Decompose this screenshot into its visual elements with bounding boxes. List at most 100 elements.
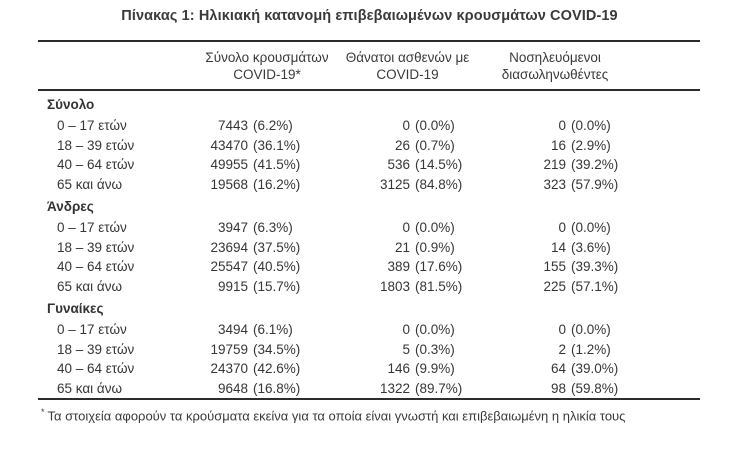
covid-age-table: Σύνολο κρουσμάτων COVID-19* Θάνατοι ασθε… xyxy=(38,40,700,423)
intubated-percent: (39.0%) xyxy=(571,361,619,377)
intubated-percent: (39.2%) xyxy=(571,157,619,173)
age-label: 40 – 64 ετών xyxy=(57,259,135,275)
intubated-cell: 16 (2.9%) xyxy=(490,138,650,153)
table-row: 65 και άνω 9648 (16.8%) 1322 (89.7%) 98 (59… xyxy=(38,379,700,399)
footnote-text: Τα στοιχεία αφορούν τα κρούσματα εκείνα … xyxy=(47,407,626,423)
cases-value: 24370 xyxy=(210,361,248,377)
intubated-percent: (0.0%) xyxy=(571,220,611,236)
intubated-percent: (57.1%) xyxy=(571,278,619,294)
cases-cell: 24370 (42.6%) xyxy=(175,361,325,376)
table-row: 65 και άνω 9915 (15.7%) 1803 (81.5%) 225 (5… xyxy=(38,277,700,297)
table-header-rule xyxy=(38,89,700,91)
cases-percent: (40.5%) xyxy=(253,259,301,275)
cases-percent: (37.5%) xyxy=(253,239,301,255)
cases-cell: 43470 (36.1%) xyxy=(175,138,325,153)
deaths-percent: (17.6%) xyxy=(415,259,463,275)
deaths-percent: (84.8%) xyxy=(415,176,463,192)
table-row: 0 – 17 ετών 3494 (6.1%) 0 (0.0%) 0 (0.0%) xyxy=(38,320,700,340)
deaths-percent: (0.3%) xyxy=(415,341,455,357)
cases-percent: (6.2%) xyxy=(253,118,293,134)
deaths-percent: (81.5%) xyxy=(415,278,463,294)
deaths-value: 0 xyxy=(402,118,410,134)
cases-cell: 7443 (6.2%) xyxy=(175,118,325,133)
deaths-cell: 536 (14.5%) xyxy=(325,157,490,172)
cases-cell: 9915 (15.7%) xyxy=(175,279,325,294)
table-row: 0 – 17 ετών 3947 (6.3%) 0 (0.0%) 0 (0.0%) xyxy=(38,218,700,238)
intubated-cell: 2 (1.2%) xyxy=(490,342,650,357)
footnote: * Τα στοιχεία αφορούν τα κρούσματα εκείνα… xyxy=(38,407,700,423)
deaths-percent: (0.7%) xyxy=(415,137,455,153)
header-intubated-line2: διασωληνωθέντες xyxy=(501,67,609,82)
header-intubated-line1: Νοσηλευόμενοι xyxy=(509,50,601,65)
deaths-cell: 1803 (81.5%) xyxy=(325,279,490,294)
header-total-cases-line1: Σύνολο κρουσμάτων xyxy=(205,50,329,65)
intubated-percent: (57.9%) xyxy=(571,176,619,192)
deaths-value: 0 xyxy=(402,220,410,236)
cases-cell: 19759 (34.5%) xyxy=(175,342,325,357)
intubated-percent: (0.0%) xyxy=(571,322,611,338)
table-row: 40 – 64 ετών 49955 (41.5%) 536 (14.5%) 219… xyxy=(38,155,700,175)
cases-percent: (42.6%) xyxy=(253,361,301,377)
intubated-value: 2 xyxy=(558,341,566,357)
intubated-cell: 219 (39.2%) xyxy=(490,157,650,172)
intubated-value: 16 xyxy=(550,137,566,153)
table-section: Γυναίκες 0 – 17 ετών 3494 (6.1%) 0 (0.0%) … xyxy=(38,298,700,398)
header-empty-cell xyxy=(38,49,175,83)
table-section: Σύνολο 0 – 17 ετών 7443 (6.2%) 0 (0.0%) 0 (… xyxy=(38,94,700,194)
intubated-percent: (0.0%) xyxy=(571,118,611,134)
section-rows: 0 – 17 ετών 3947 (6.3%) 0 (0.0%) 0 (0.0%) 1… xyxy=(38,218,700,296)
deaths-percent: (9.9%) xyxy=(415,361,455,377)
intubated-value: 225 xyxy=(543,278,566,294)
deaths-value: 5 xyxy=(402,341,410,357)
section-label: Σύνολο xyxy=(47,97,95,112)
intubated-value: 323 xyxy=(543,176,566,192)
table-row: 18 – 39 ετών 19759 (34.5%) 5 (0.3%) 2 (1.2%… xyxy=(38,340,700,360)
cases-cell: 9648 (16.8%) xyxy=(175,381,325,396)
table-body: Σύνολο 0 – 17 ετών 7443 (6.2%) 0 (0.0%) 0 (… xyxy=(38,91,700,398)
deaths-value: 146 xyxy=(387,361,410,377)
intubated-value: 155 xyxy=(543,259,566,275)
intubated-cell: 0 (0.0%) xyxy=(490,220,650,235)
intubated-cell: 98 (59.8%) xyxy=(490,381,650,396)
intubated-percent: (2.9%) xyxy=(571,137,611,153)
intubated-cell: 0 (0.0%) xyxy=(490,118,650,133)
cases-value: 25547 xyxy=(210,259,248,275)
cases-cell: 25547 (40.5%) xyxy=(175,259,325,274)
age-label: 65 και άνω xyxy=(57,278,123,294)
table-row: 65 και άνω 19568 (16.2%) 3125 (84.8%) 323 (… xyxy=(38,175,700,195)
age-label: 40 – 64 ετών xyxy=(57,157,135,173)
cases-cell: 3494 (6.1%) xyxy=(175,322,325,337)
cases-value: 49955 xyxy=(210,157,248,173)
intubated-value: 0 xyxy=(558,118,566,134)
cases-percent: (15.7%) xyxy=(253,278,301,294)
section-rows: 0 – 17 ετών 3494 (6.1%) 0 (0.0%) 0 (0.0%) 1… xyxy=(38,320,700,398)
deaths-cell: 1322 (89.7%) xyxy=(325,381,490,396)
intubated-value: 14 xyxy=(550,239,566,255)
header-total-cases: Σύνολο κρουσμάτων COVID-19* xyxy=(175,49,328,83)
header-intubated: Νοσηλευόμενοι διασωληνωθέντες xyxy=(490,49,650,83)
intubated-value: 0 xyxy=(558,220,566,236)
table-top-rule xyxy=(38,40,700,42)
deaths-value: 26 xyxy=(394,137,410,153)
table-row: 18 – 39 ετών 23694 (37.5%) 21 (0.9%) 14 (3.… xyxy=(38,238,700,258)
deaths-value: 0 xyxy=(402,322,410,338)
age-label: 65 και άνω xyxy=(57,380,123,396)
intubated-percent: (59.8%) xyxy=(571,380,619,396)
cases-value: 9915 xyxy=(217,278,248,294)
deaths-cell: 21 (0.9%) xyxy=(325,240,490,255)
cases-value: 3947 xyxy=(217,220,248,236)
cases-value: 9648 xyxy=(217,380,248,396)
age-label: 18 – 39 ετών xyxy=(57,239,135,255)
age-label: 40 – 64 ετών xyxy=(57,361,135,377)
section-label: Άνδρες xyxy=(47,199,94,214)
cases-value: 43470 xyxy=(210,137,248,153)
cases-value: 3494 xyxy=(217,322,248,338)
deaths-percent: (0.0%) xyxy=(415,220,455,236)
deaths-cell: 3125 (84.8%) xyxy=(325,177,490,192)
section-rows: 0 – 17 ετών 7443 (6.2%) 0 (0.0%) 0 (0.0%) 1… xyxy=(38,116,700,194)
section-label: Γυναίκες xyxy=(47,301,104,316)
deaths-percent: (89.7%) xyxy=(415,380,463,396)
intubated-cell: 64 (39.0%) xyxy=(490,361,650,376)
header-total-cases-line2: COVID-19* xyxy=(233,67,301,82)
